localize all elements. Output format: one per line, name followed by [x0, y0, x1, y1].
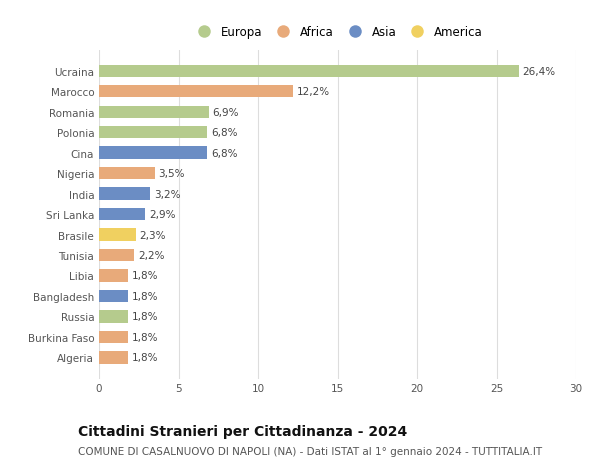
Text: 12,2%: 12,2%	[297, 87, 330, 97]
Text: 1,8%: 1,8%	[131, 312, 158, 322]
Text: 2,9%: 2,9%	[149, 210, 176, 219]
Bar	[99, 147, 207, 159]
Bar	[99, 127, 207, 139]
Text: Cittadini Stranieri per Cittadinanza - 2024: Cittadini Stranieri per Cittadinanza - 2…	[78, 425, 407, 438]
Bar	[99, 229, 136, 241]
Bar	[99, 106, 209, 118]
Bar	[99, 86, 293, 98]
Text: 6,8%: 6,8%	[211, 148, 238, 158]
Bar	[99, 270, 128, 282]
Legend: Europa, Africa, Asia, America: Europa, Africa, Asia, America	[190, 23, 485, 41]
Text: 3,2%: 3,2%	[154, 189, 181, 199]
Bar	[99, 188, 150, 200]
Text: 1,8%: 1,8%	[131, 271, 158, 281]
Bar	[99, 331, 128, 343]
Bar	[99, 168, 155, 180]
Text: 2,3%: 2,3%	[140, 230, 166, 240]
Bar	[99, 208, 145, 221]
Bar	[99, 352, 128, 364]
Bar	[99, 290, 128, 302]
Text: 6,8%: 6,8%	[211, 128, 238, 138]
Text: COMUNE DI CASALNUOVO DI NAPOLI (NA) - Dati ISTAT al 1° gennaio 2024 - TUTTITALIA: COMUNE DI CASALNUOVO DI NAPOLI (NA) - Da…	[78, 446, 542, 456]
Text: 2,2%: 2,2%	[138, 251, 164, 260]
Text: 1,8%: 1,8%	[131, 332, 158, 342]
Bar	[99, 311, 128, 323]
Text: 26,4%: 26,4%	[523, 67, 556, 77]
Text: 1,8%: 1,8%	[131, 353, 158, 363]
Text: 1,8%: 1,8%	[131, 291, 158, 301]
Text: 6,9%: 6,9%	[212, 107, 239, 118]
Bar	[99, 65, 519, 78]
Bar	[99, 249, 134, 262]
Text: 3,5%: 3,5%	[158, 169, 185, 179]
